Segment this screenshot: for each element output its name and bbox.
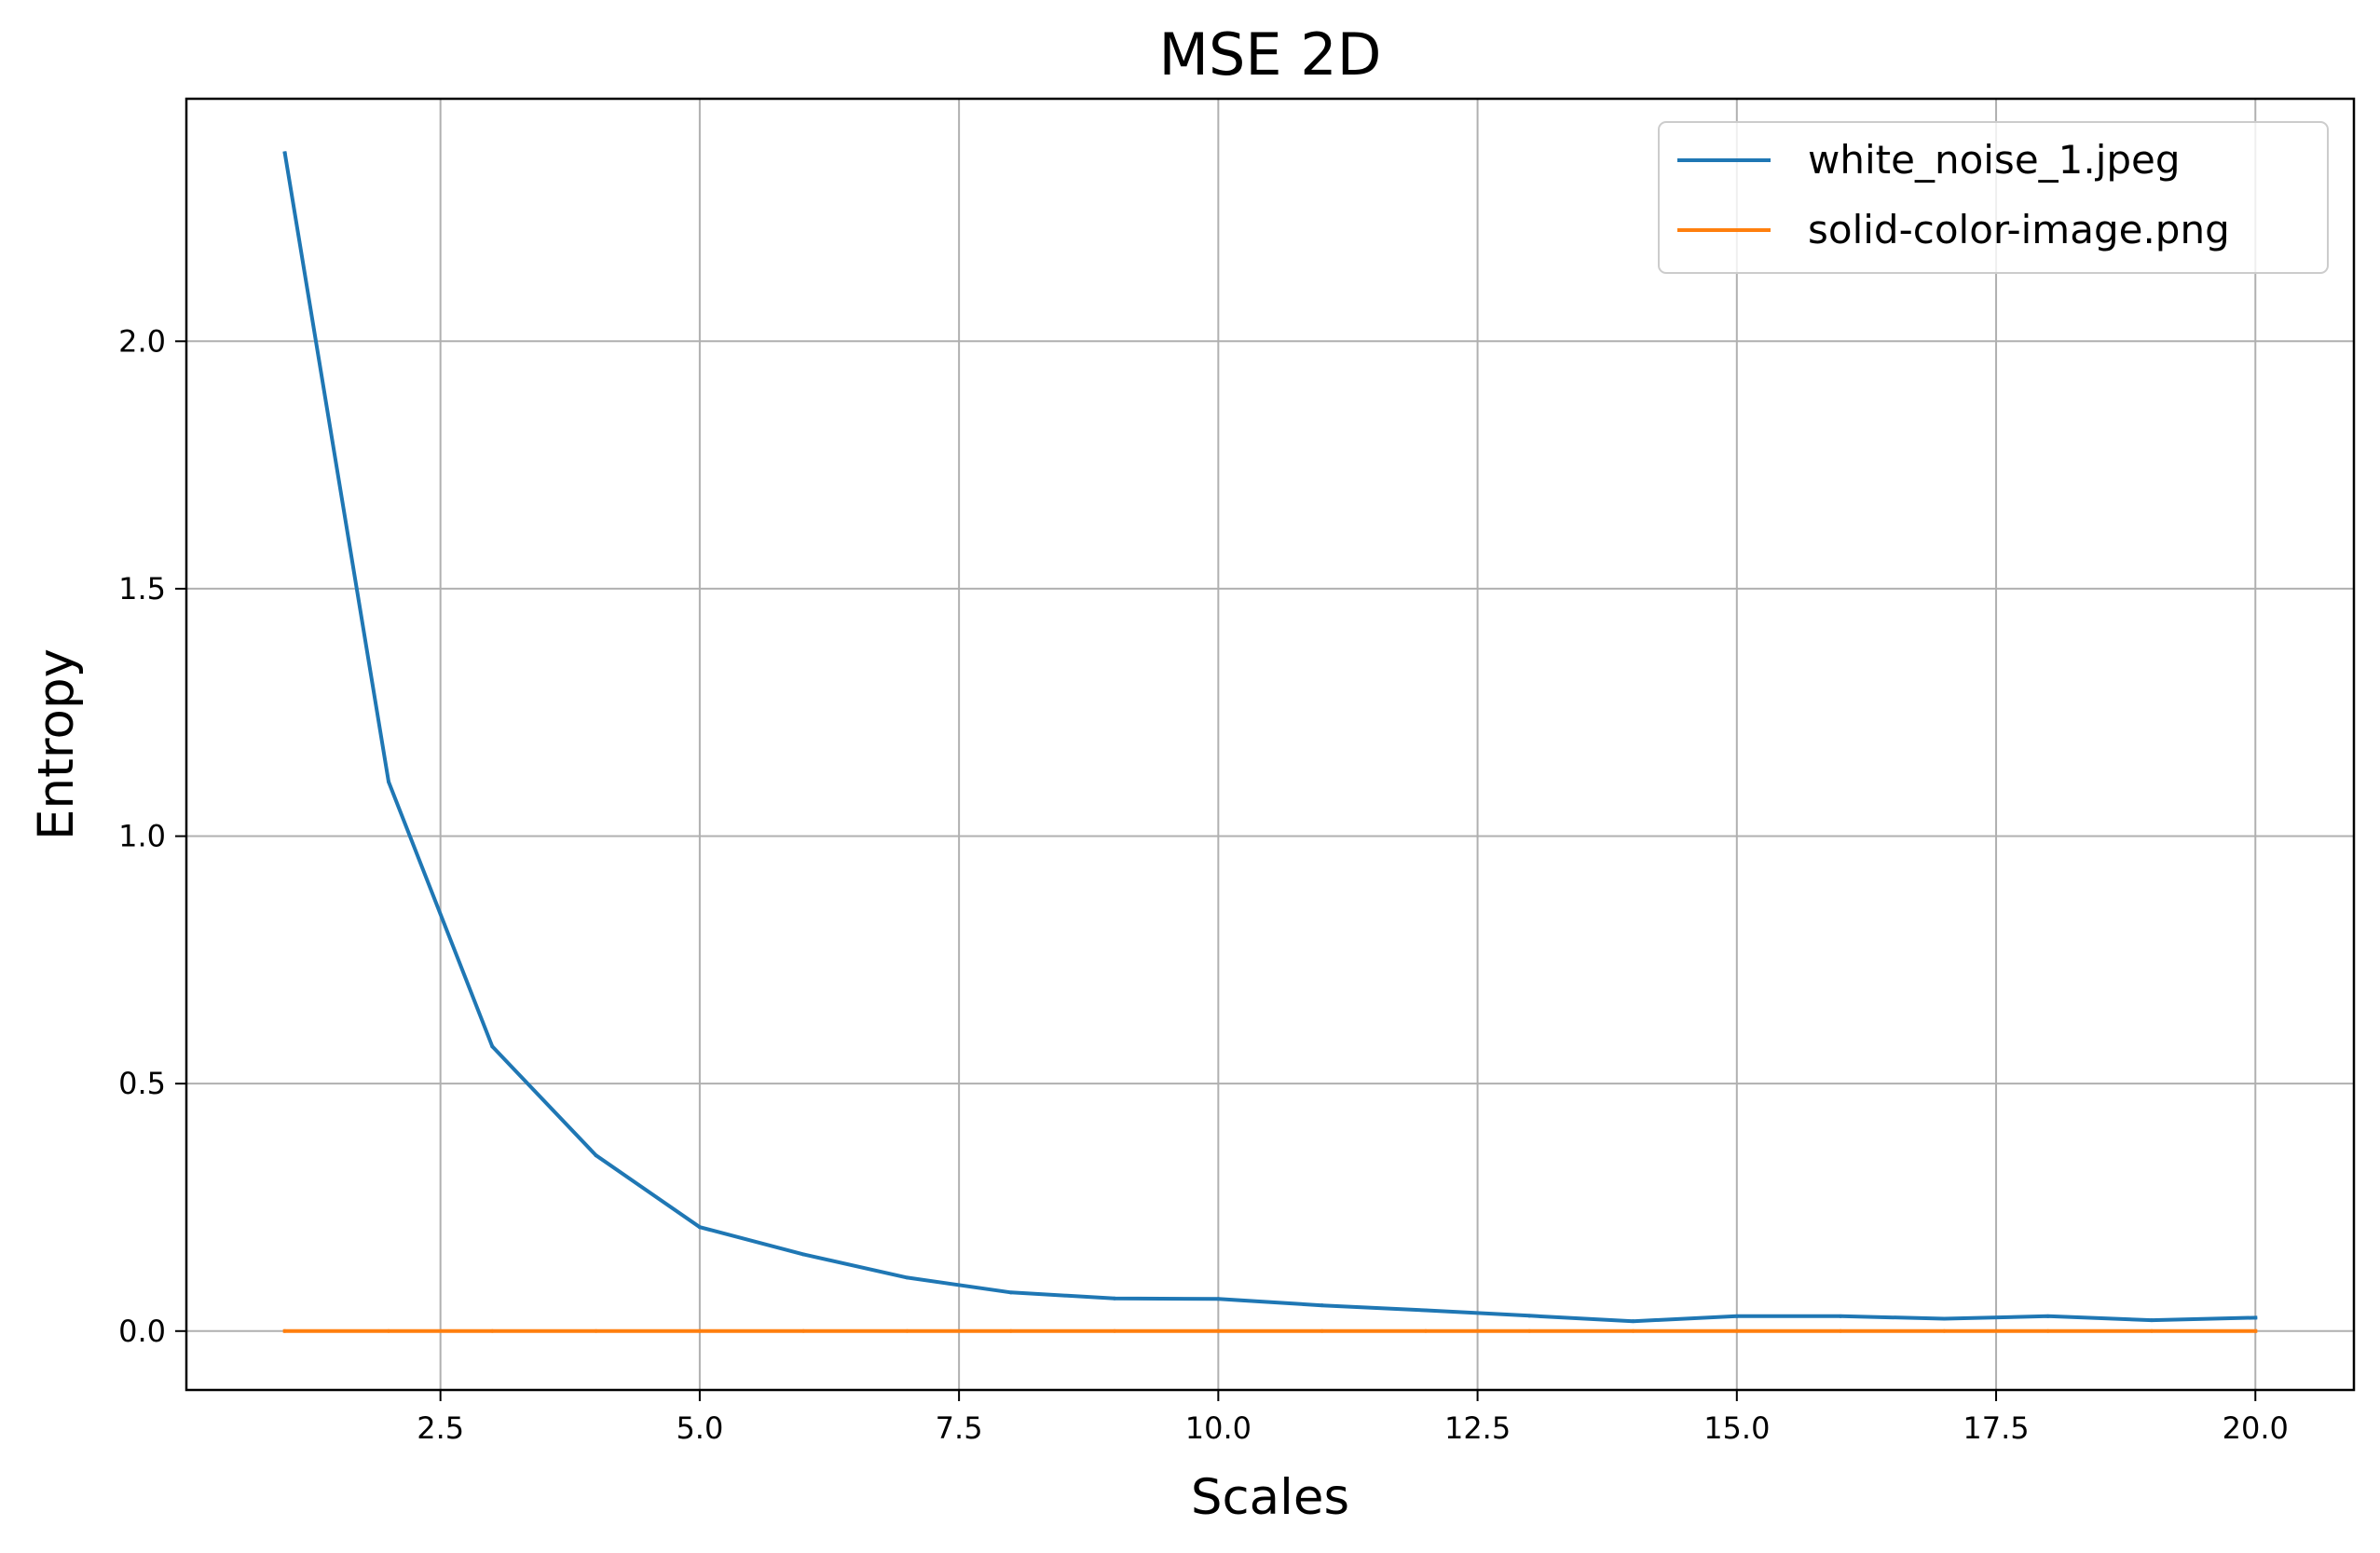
x-tick-label: 15.0: [1703, 1410, 1770, 1446]
legend-box: [1658, 121, 2329, 274]
data-point: [1320, 1303, 1324, 1308]
data-point: [697, 1225, 702, 1230]
data-point: [1839, 1328, 1843, 1333]
data-point: [387, 1328, 391, 1333]
x-axis-ticks: 2.5 5.0 7.5 10.0 12.5 15.0 17.5 20.0: [417, 1390, 2289, 1446]
y-tick-label: 0.0: [118, 1314, 166, 1349]
x-tick-label: 20.0: [2223, 1410, 2289, 1446]
y-tick-label: 0.5: [118, 1066, 166, 1101]
data-point: [1423, 1328, 1428, 1333]
x-tick-label: 10.0: [1185, 1410, 1252, 1446]
data-point: [1216, 1328, 1221, 1333]
data-point: [2253, 1315, 2258, 1320]
series-line-1: [282, 151, 2258, 1324]
data-point: [2045, 1314, 2050, 1318]
data-point: [1216, 1297, 1221, 1301]
data-point: [1734, 1328, 1739, 1333]
data-point: [1113, 1328, 1117, 1333]
legend: white_noise_1.jpeg solid-color-image.png: [1658, 121, 2329, 274]
data-point: [697, 1328, 702, 1333]
chart-title: MSE 2D: [1159, 20, 1382, 89]
plot-frame: [185, 97, 2356, 1392]
y-tick-label: 1.5: [118, 571, 166, 606]
data-point: [2149, 1328, 2154, 1333]
legend-label: white_noise_1.jpeg: [1808, 137, 2181, 183]
series-lines: [282, 151, 2258, 1333]
data-point: [387, 780, 391, 784]
data-point: [594, 1328, 598, 1333]
data-point: [2045, 1328, 2050, 1333]
data-point: [1008, 1290, 1013, 1295]
legend-label: solid-color-image.png: [1808, 207, 2230, 252]
data-point: [1839, 1314, 1843, 1318]
y-axis-title: Entropy: [28, 648, 85, 840]
data-point: [490, 1328, 495, 1333]
data-point: [1320, 1328, 1324, 1333]
data-point: [1527, 1328, 1532, 1333]
data-point: [1942, 1328, 1947, 1333]
data-point: [2253, 1328, 2258, 1333]
data-point: [282, 1328, 287, 1333]
data-point: [1631, 1319, 1635, 1324]
data-point: [1008, 1328, 1013, 1333]
x-tick-label: 2.5: [417, 1410, 464, 1446]
x-axis-title: Scales: [1191, 1469, 1349, 1526]
data-point: [282, 151, 287, 156]
data-point: [1942, 1316, 1947, 1321]
y-tick-label: 1.0: [118, 819, 166, 854]
x-tick-label: 7.5: [936, 1410, 983, 1446]
data-point: [2149, 1318, 2154, 1323]
data-point: [490, 1044, 495, 1049]
data-point: [905, 1328, 910, 1333]
data-point: [1631, 1328, 1635, 1333]
data-point: [594, 1153, 598, 1158]
y-tick-label: 2.0: [118, 323, 166, 359]
data-point: [1423, 1308, 1428, 1313]
x-tick-label: 17.5: [1963, 1410, 2029, 1446]
y-axis-ticks: 0.0 0.5 1.0 1.5 2.0: [118, 323, 186, 1349]
data-point: [1734, 1314, 1739, 1318]
data-point: [905, 1275, 910, 1280]
data-point: [801, 1252, 806, 1257]
data-point: [801, 1328, 806, 1333]
data-point: [1113, 1296, 1117, 1301]
x-tick-label: 5.0: [676, 1410, 723, 1446]
x-tick-label: 12.5: [1444, 1410, 1511, 1446]
data-point: [1527, 1314, 1532, 1318]
